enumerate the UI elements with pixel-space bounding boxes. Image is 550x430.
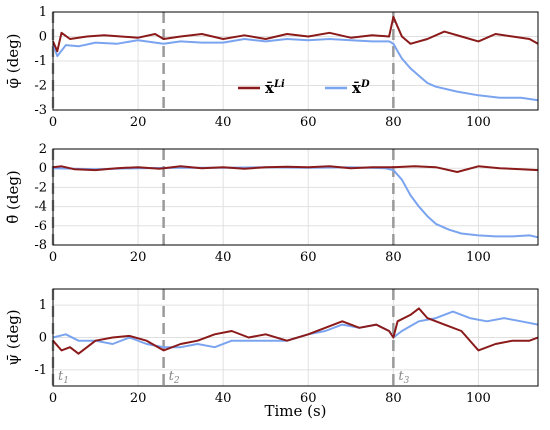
y-tick-label: -8 bbox=[34, 238, 47, 253]
y-tick-label: -1 bbox=[34, 363, 47, 378]
legend-label: x̄D bbox=[352, 79, 370, 97]
y-tick-label: -3 bbox=[34, 103, 47, 118]
x-tick-label: 40 bbox=[215, 115, 232, 130]
axes-frame bbox=[52, 288, 539, 387]
legend-label: x̄Li bbox=[265, 79, 285, 97]
series-line-li bbox=[52, 165, 539, 173]
y-tick-label: -4 bbox=[34, 200, 47, 215]
y-axis-label: θ̄ (deg) bbox=[4, 170, 22, 224]
y-tick-label: -1 bbox=[34, 54, 47, 69]
axes-frame bbox=[52, 11, 539, 111]
x-tick-label: 40 bbox=[215, 391, 232, 406]
x-tick-label: 0 bbox=[49, 250, 57, 265]
y-tick-label: -2 bbox=[34, 79, 47, 94]
y-tick-label: 1 bbox=[39, 5, 47, 20]
y-tick-label: -2 bbox=[34, 180, 47, 195]
series-line-li bbox=[52, 15, 539, 53]
series-line-d bbox=[52, 310, 539, 349]
x-tick-label: 100 bbox=[466, 391, 491, 406]
y-tick-label: 1 bbox=[39, 298, 47, 313]
y-tick-label: 2 bbox=[39, 142, 47, 157]
x-tick-label: 20 bbox=[130, 115, 147, 130]
y-axis-label: ψ̄ (deg) bbox=[4, 309, 22, 365]
x-tick-label: 20 bbox=[130, 391, 147, 406]
x-tick-label: 100 bbox=[466, 250, 491, 265]
y-axis-label: φ̄ (deg) bbox=[4, 33, 22, 88]
x-tick-label: 80 bbox=[385, 250, 402, 265]
panel-1: 0 20 40 60 80 100 1 0 -1 -2 -3 φ̄ (deg) bbox=[4, 5, 539, 130]
x-tick-label: 60 bbox=[300, 391, 317, 406]
x-tick-label: 60 bbox=[300, 115, 317, 130]
x-tick-label: 80 bbox=[385, 115, 402, 130]
x-tick-label: 60 bbox=[300, 250, 317, 265]
y-tick-label: -6 bbox=[34, 219, 47, 234]
axes-frame bbox=[52, 148, 539, 246]
y-tick-label: 0 bbox=[39, 331, 47, 346]
legend: x̄Li x̄D bbox=[238, 79, 370, 97]
event-marker-label: t2 bbox=[169, 369, 180, 386]
event-marker-label: t1 bbox=[58, 369, 69, 386]
x-tick-label: 0 bbox=[49, 115, 57, 130]
event-marker-label: t3 bbox=[398, 369, 409, 386]
y-tick-label: 0 bbox=[39, 161, 47, 176]
series-line-li bbox=[52, 307, 539, 355]
x-tick-label: 100 bbox=[466, 115, 491, 130]
series-line-d bbox=[52, 166, 539, 239]
series-line-d bbox=[52, 38, 539, 102]
x-tick-label: 0 bbox=[49, 391, 57, 406]
x-tick-label: 20 bbox=[130, 250, 147, 265]
x-tick-label: 40 bbox=[215, 250, 232, 265]
x-axis-label: Time (s) bbox=[264, 402, 326, 420]
y-tick-label: 0 bbox=[39, 30, 47, 45]
x-tick-label: 80 bbox=[385, 391, 402, 406]
